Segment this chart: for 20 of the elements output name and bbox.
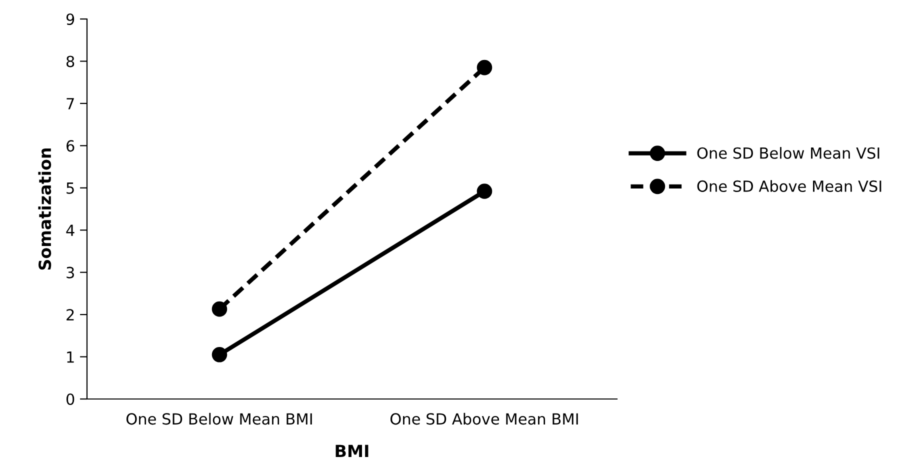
y-tick-label: 3: [66, 266, 74, 278]
x-axis-title: BMI: [336, 444, 368, 458]
y-tick-label: 5: [66, 182, 74, 194]
point: [212, 301, 228, 317]
y-tick-label: 7: [66, 98, 74, 110]
y-tick-label: 2: [66, 309, 74, 320]
y-tick-label: 1: [67, 351, 74, 363]
legend-label: One SD Above Mean VSI: [697, 180, 882, 192]
y-tick-label: 6: [66, 140, 74, 152]
point: [476, 60, 492, 76]
y-tick-label: 4: [66, 224, 74, 236]
point: [476, 184, 492, 199]
x-tick-label: One SD Below Mean BMI: [126, 412, 312, 425]
y-tick-label: 0: [66, 393, 74, 406]
y-tick-label: 9: [66, 13, 74, 26]
x-tick-label: One SD Above Mean BMI: [390, 412, 578, 425]
point: [212, 347, 228, 362]
legend-label: One SD Below Mean VSI: [697, 147, 880, 159]
y-tick-label: 8: [66, 56, 74, 68]
y-axis-title: Somatization: [38, 148, 52, 270]
